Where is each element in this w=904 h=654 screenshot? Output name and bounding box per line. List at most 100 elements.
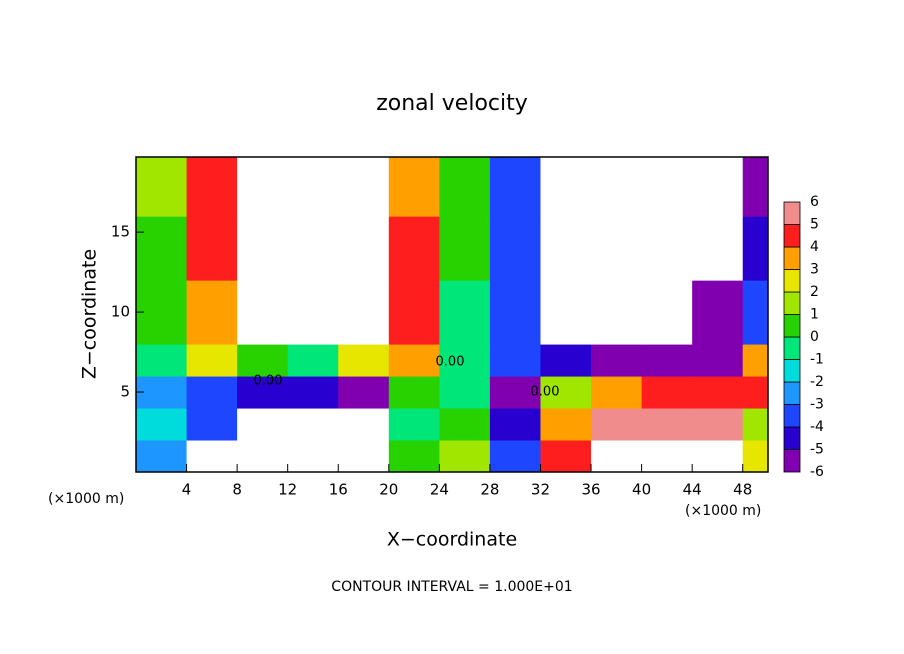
field-cell	[742, 408, 769, 441]
field-cell	[489, 280, 541, 345]
field-cell	[489, 216, 541, 281]
colorbar-swatch	[783, 291, 801, 315]
field-cell	[287, 440, 339, 473]
field-cell	[540, 376, 592, 409]
field-cell	[439, 344, 491, 377]
x-tick-label: 48	[733, 481, 752, 499]
field-cell	[136, 376, 188, 409]
contour-label: 0.00	[254, 374, 283, 389]
colorbar-swatch	[783, 224, 801, 248]
field-cell	[439, 280, 491, 345]
colorbar-label: -2	[810, 374, 824, 390]
field-cell	[540, 216, 592, 281]
field-cell	[742, 280, 769, 345]
field-cell	[489, 376, 541, 409]
colorbar-label: 4	[810, 239, 819, 255]
field-cell	[136, 440, 188, 473]
colorbar-swatch	[783, 359, 801, 383]
field-cell	[540, 344, 592, 377]
field-cell	[186, 280, 238, 345]
field-cell	[742, 216, 769, 281]
field-cell	[388, 157, 440, 217]
contour-label: 0.00	[436, 355, 465, 370]
field-cell	[591, 344, 643, 377]
field-cell	[237, 216, 289, 281]
field-cell	[540, 440, 592, 473]
field-cell	[287, 216, 339, 281]
field-cell	[237, 280, 289, 345]
field-cell	[186, 376, 238, 409]
field-cell	[591, 157, 643, 217]
field-cell	[591, 440, 643, 473]
y-tick-label: 5	[120, 383, 130, 401]
field-cell	[388, 216, 440, 281]
colorbar-label: 2	[810, 284, 819, 300]
colorbar-label: -6	[810, 464, 824, 480]
field-cell	[287, 157, 339, 217]
field-cell	[489, 344, 541, 377]
colorbar-label: -4	[810, 419, 824, 435]
field-cell	[186, 440, 238, 473]
field-cell	[237, 376, 289, 409]
x-unit-right: (×1000 m)	[685, 503, 761, 519]
x-tick-label: 20	[379, 481, 398, 499]
chart-title: zonal velocity	[376, 91, 528, 116]
field-cell	[641, 376, 693, 409]
field-cell	[388, 280, 440, 345]
field-cell	[186, 344, 238, 377]
field-cell	[641, 440, 693, 473]
x-tick-label: 12	[278, 481, 297, 499]
x-tick-label: 8	[232, 481, 242, 499]
field-cell	[439, 157, 491, 217]
colorbar-label: 1	[810, 307, 819, 323]
colorbar-label: 3	[810, 262, 819, 278]
field-cell	[388, 376, 440, 409]
y-tick-label: 10	[111, 303, 130, 321]
field-cell	[388, 440, 440, 473]
x-tick-label: 44	[683, 481, 702, 499]
colorbar-swatch	[783, 201, 801, 225]
field-cell	[237, 408, 289, 441]
field-cell	[641, 280, 693, 345]
field-cell	[338, 376, 390, 409]
field-cell	[591, 280, 643, 345]
x-tick-label: 24	[430, 481, 449, 499]
field-cell	[186, 216, 238, 281]
field-cell	[692, 216, 744, 281]
field-cell	[742, 440, 769, 473]
field-cell	[338, 344, 390, 377]
field-cell	[591, 216, 643, 281]
field-cell	[742, 344, 769, 377]
field-cell	[388, 408, 440, 441]
field-cell	[692, 376, 744, 409]
field-cell	[641, 216, 693, 281]
field-cell	[338, 216, 390, 281]
x-tick-label: 32	[531, 481, 550, 499]
field-cell	[136, 157, 188, 217]
field-cell	[540, 157, 592, 217]
x-tick-label: 40	[632, 481, 651, 499]
colorbar-label: -5	[810, 442, 824, 458]
field-cell	[136, 344, 188, 377]
colorbar-swatch	[783, 404, 801, 428]
field-cell	[641, 157, 693, 217]
x-tick-label: 28	[480, 481, 499, 499]
field-cell	[439, 216, 491, 281]
field-cell	[237, 344, 289, 377]
field-cell	[540, 280, 592, 345]
colorbar-swatch	[783, 269, 801, 293]
y-axis-label: Z−coordinate	[79, 249, 101, 379]
field-cell	[439, 440, 491, 473]
field-cell	[186, 408, 238, 441]
field-cell	[338, 157, 390, 217]
colorbar-swatch	[783, 381, 801, 405]
field-cell	[591, 408, 643, 441]
field-cell	[287, 408, 339, 441]
field-cell	[540, 408, 592, 441]
colorbar-label: 0	[810, 329, 819, 345]
colorbar-swatch	[783, 246, 801, 270]
colorbar-swatch	[783, 314, 801, 338]
colorbar-swatch	[783, 426, 801, 450]
field-cell	[338, 408, 390, 441]
field-cell	[136, 216, 188, 281]
